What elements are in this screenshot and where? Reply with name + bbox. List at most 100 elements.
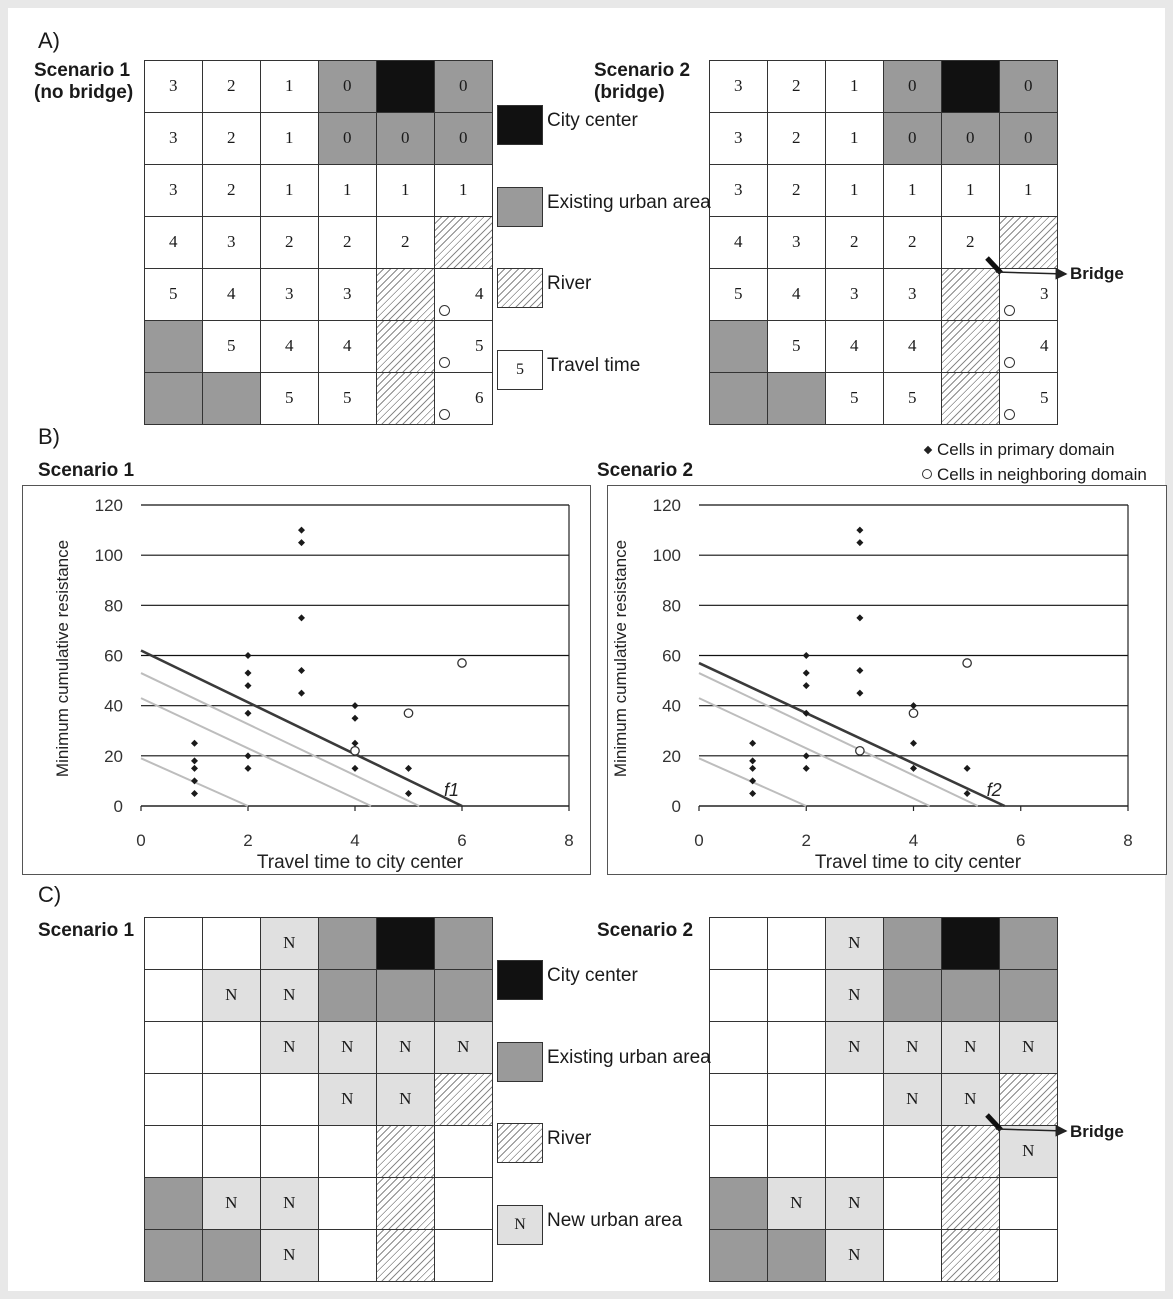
x-tick-label: 8 xyxy=(564,831,573,850)
a1-cell-r4-c3: 3 xyxy=(319,269,376,320)
cell-value: 5 xyxy=(1040,388,1049,408)
neighboring-cell-icon xyxy=(1004,356,1015,368)
cell-value: 4 xyxy=(908,336,917,356)
primary-domain-point xyxy=(856,614,864,622)
cell-value: N xyxy=(225,1193,238,1213)
a1-cell-r5-c1: 5 xyxy=(203,321,260,372)
primary-domain-point xyxy=(856,539,864,547)
a1-cell-r1-c0: 3 xyxy=(145,113,202,164)
c1-cell-r0-c3 xyxy=(319,918,376,969)
a-legend-swatch-urban xyxy=(497,186,543,227)
cell-value: 4 xyxy=(850,336,859,356)
a2-cell-r0-c3: 0 xyxy=(884,61,941,112)
y-tick-label: 20 xyxy=(104,747,123,766)
primary-domain-point xyxy=(191,757,198,765)
a1-cell-r0-c1: 2 xyxy=(203,61,260,112)
cell-value: 0 xyxy=(459,76,468,96)
c1-cell-r1-c3 xyxy=(319,970,376,1021)
cell-value: 3 xyxy=(792,232,801,252)
c2-cell-r6-c5 xyxy=(1000,1230,1057,1281)
scenario1-title-a: Scenario 1 (no bridge) xyxy=(34,60,133,104)
legend-primary-label: Cells in primary domain xyxy=(937,440,1115,459)
cell-value: 2 xyxy=(285,232,294,252)
x-tick-label: 0 xyxy=(694,831,703,850)
a1-cell-r4-c2: 3 xyxy=(261,269,318,320)
a-legend-label-plain: Travel time xyxy=(547,354,641,376)
primary-domain-point xyxy=(351,702,359,710)
scenario1-chart-frame xyxy=(22,485,591,875)
a2-cell-r5-c1: 5 xyxy=(768,321,825,372)
a2-cell-r5-c4 xyxy=(942,321,999,372)
c-legend-label-river: River xyxy=(547,1128,592,1149)
c2-cell-r6-c3 xyxy=(884,1230,941,1281)
c2-cell-r3-c4: N xyxy=(942,1074,999,1125)
a2-cell-r2-c5: 1 xyxy=(1000,165,1057,216)
c2-cell-r2-c1 xyxy=(768,1022,825,1073)
cell-value: 3 xyxy=(734,76,743,96)
c2-cell-r3-c0 xyxy=(710,1074,767,1125)
c1-cell-r1-c0 xyxy=(145,970,202,1021)
cell-value: 1 xyxy=(966,180,975,200)
neighboring-domain-point xyxy=(350,745,360,756)
y-tick-label: 120 xyxy=(653,496,681,515)
c1-cell-r2-c5: N xyxy=(435,1022,492,1073)
x-tick-label: 6 xyxy=(457,831,466,850)
a2-cell-r5-c5: 4 xyxy=(1000,321,1057,372)
c2-cell-r4-c3 xyxy=(884,1126,941,1177)
cell-value: 0 xyxy=(966,128,975,148)
a1-cell-r3-c4: 2 xyxy=(377,217,434,268)
c1-cell-r3-c2 xyxy=(261,1074,318,1125)
cell-value: N xyxy=(283,1245,296,1265)
a1-cell-r0-c4 xyxy=(377,61,434,112)
y-tick-label: 100 xyxy=(653,546,681,565)
a1-cell-r4-c5: 4 xyxy=(435,269,492,320)
primary-domain-point xyxy=(802,764,810,772)
cell-value: 4 xyxy=(792,284,801,304)
a2-cell-r4-c0: 5 xyxy=(710,269,767,320)
cell-value: 5 xyxy=(475,336,484,356)
c2-cell-r1-c0 xyxy=(710,970,767,1021)
cell-value: 3 xyxy=(169,76,178,96)
cell-value: 3 xyxy=(227,232,236,252)
scenario1-urban-growth-grid: N N N N N N N N N N N N xyxy=(144,917,493,1282)
c-legend-swatch-urban xyxy=(497,1041,543,1082)
scenario2-title-a: Scenario 2 (bridge) xyxy=(594,60,690,104)
c1-cell-r0-c5 xyxy=(435,918,492,969)
a1-cell-r2-c2: 1 xyxy=(261,165,318,216)
a1-cell-r3-c3: 2 xyxy=(319,217,376,268)
a1-cell-r1-c5: 0 xyxy=(435,113,492,164)
cell-value: 0 xyxy=(401,128,410,148)
a2-cell-r0-c1: 2 xyxy=(768,61,825,112)
primary-domain-point xyxy=(298,526,305,534)
cell-value: 1 xyxy=(285,76,294,96)
a2-cell-r5-c0 xyxy=(710,321,767,372)
a2-cell-r3-c5 xyxy=(1000,217,1057,268)
c2-cell-r5-c2: N xyxy=(826,1178,883,1229)
c2-cell-r5-c0 xyxy=(710,1178,767,1229)
a-legend-swatch-center xyxy=(497,105,543,145)
bridge-label-c: Bridge xyxy=(1070,1122,1124,1141)
c2-cell-r0-c1 xyxy=(768,918,825,969)
c-legend-label-center: City center xyxy=(547,965,638,986)
a1-cell-r5-c0 xyxy=(145,321,202,372)
primary-domain-point xyxy=(191,777,198,785)
primary-domain-point xyxy=(802,709,810,717)
c1-cell-r4-c5 xyxy=(435,1126,492,1177)
a2-cell-r3-c3: 2 xyxy=(884,217,941,268)
cell-value: 3 xyxy=(169,180,178,200)
c2-cell-r5-c5 xyxy=(1000,1178,1057,1229)
panel-b-label: B) xyxy=(38,424,60,449)
c1-cell-r5-c4 xyxy=(377,1178,434,1229)
cell-value: N xyxy=(457,1037,470,1057)
primary-domain-point xyxy=(749,739,757,747)
scenario1-title-line1: Scenario 1 xyxy=(34,60,131,81)
panel-a-label: A) xyxy=(38,28,60,53)
x-tick-label: 6 xyxy=(1016,831,1025,850)
primary-domain-point xyxy=(910,764,917,772)
cell-value: 2 xyxy=(792,76,801,96)
primary-domain-point xyxy=(405,764,412,772)
cell-value: 0 xyxy=(1024,76,1033,96)
c1-cell-r0-c1 xyxy=(203,918,260,969)
c1-cell-r6-c0 xyxy=(145,1230,202,1281)
cell-value: 1 xyxy=(1024,180,1033,200)
